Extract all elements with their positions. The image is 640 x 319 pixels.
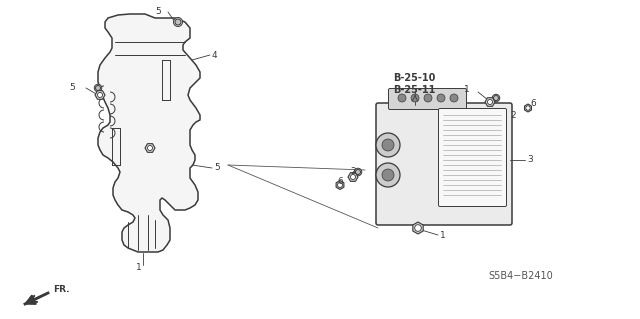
Circle shape — [415, 225, 421, 231]
Text: 2: 2 — [510, 110, 516, 120]
Circle shape — [355, 169, 360, 174]
Text: 5: 5 — [69, 83, 75, 92]
Circle shape — [351, 174, 355, 180]
Text: 1: 1 — [136, 263, 142, 272]
Circle shape — [376, 133, 400, 157]
Circle shape — [398, 94, 406, 102]
Circle shape — [450, 94, 458, 102]
Circle shape — [173, 18, 182, 26]
Circle shape — [437, 94, 445, 102]
Text: 5: 5 — [155, 6, 161, 16]
Polygon shape — [348, 173, 358, 181]
Circle shape — [382, 139, 394, 151]
Text: 2: 2 — [350, 167, 356, 176]
Text: B-25-11: B-25-11 — [393, 85, 435, 95]
Polygon shape — [95, 91, 105, 99]
Circle shape — [382, 169, 394, 181]
FancyBboxPatch shape — [376, 103, 512, 225]
Text: B-25-10: B-25-10 — [393, 73, 435, 83]
Circle shape — [94, 84, 102, 92]
Polygon shape — [98, 14, 200, 252]
Text: 4: 4 — [212, 50, 218, 60]
Text: FR.: FR. — [53, 286, 70, 294]
Circle shape — [97, 93, 102, 98]
Circle shape — [355, 168, 362, 176]
Circle shape — [411, 94, 419, 102]
Polygon shape — [525, 104, 531, 112]
Circle shape — [526, 106, 530, 110]
Polygon shape — [336, 181, 344, 189]
Circle shape — [492, 94, 500, 102]
Text: 1: 1 — [464, 85, 470, 94]
Polygon shape — [485, 98, 495, 106]
Text: 5: 5 — [214, 164, 220, 173]
Circle shape — [147, 145, 152, 151]
Circle shape — [493, 95, 499, 100]
Circle shape — [424, 94, 432, 102]
Polygon shape — [413, 222, 423, 234]
Polygon shape — [145, 144, 155, 152]
Text: 3: 3 — [527, 155, 532, 165]
Text: 6: 6 — [337, 177, 343, 187]
Circle shape — [337, 182, 342, 188]
Circle shape — [376, 163, 400, 187]
Circle shape — [95, 85, 100, 91]
Text: S5B4−B2410: S5B4−B2410 — [488, 271, 553, 281]
Circle shape — [488, 100, 493, 105]
Circle shape — [175, 19, 181, 25]
FancyBboxPatch shape — [388, 88, 467, 109]
FancyBboxPatch shape — [438, 108, 506, 206]
Text: 1: 1 — [440, 231, 445, 240]
Polygon shape — [25, 295, 36, 304]
Text: 6: 6 — [530, 99, 536, 108]
